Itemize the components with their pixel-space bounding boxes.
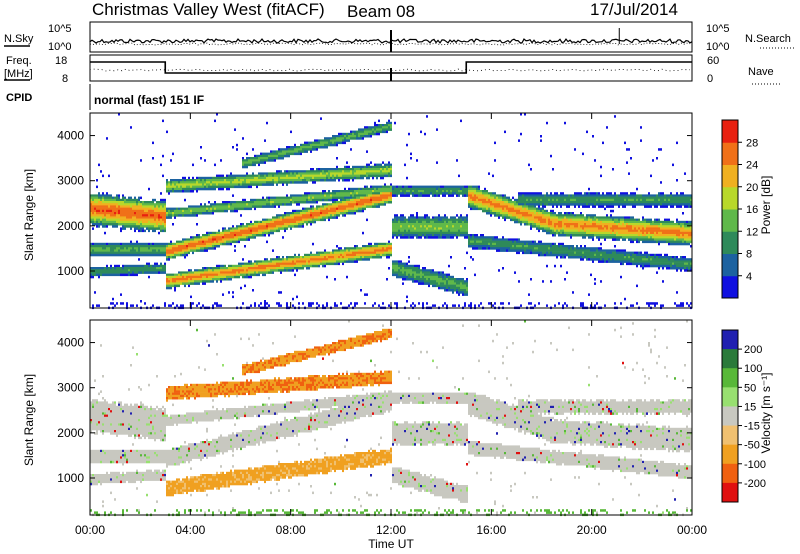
velocity-y-ticks: 1000 2000 3000 4000 bbox=[57, 336, 692, 485]
velocity-ylabel: Slant Range [km] bbox=[22, 374, 36, 466]
colorbar-tick-label: -15 bbox=[744, 421, 760, 433]
colorbar-segment bbox=[722, 231, 738, 254]
noise-sky-trace bbox=[89, 28, 693, 52]
colorbar-segment bbox=[722, 164, 738, 188]
colorbar-tick-label: 16 bbox=[746, 204, 758, 216]
colorbar-tick-label: 28 bbox=[746, 137, 758, 149]
y-tick-label: 4000 bbox=[57, 129, 84, 143]
colorbar-segment bbox=[722, 209, 738, 232]
cpid-mode: normal (fast) 151 IF bbox=[94, 93, 204, 107]
y-tick-label: 2000 bbox=[57, 219, 84, 233]
power-y-ticks: 1000 2000 3000 4000 bbox=[57, 129, 692, 278]
freq-label-1: Freq. bbox=[6, 55, 32, 67]
colorbar-tick-label: 24 bbox=[746, 160, 758, 172]
colorbar-tick-label: 15 bbox=[744, 401, 756, 413]
nave-tick-top: 60 bbox=[707, 55, 719, 67]
time-xlabel: Time UT bbox=[368, 537, 414, 551]
time-x-ticks: 00:00 04:00 08:00 12:00 16:00 20:00 00:00 bbox=[75, 113, 707, 537]
y-tick-label: 3000 bbox=[57, 174, 84, 188]
power-heatmap bbox=[90, 113, 692, 310]
freq-tick-bottom: 8 bbox=[62, 73, 68, 85]
y-tick-label: 3000 bbox=[57, 381, 84, 395]
freq-tick-top: 18 bbox=[55, 55, 67, 67]
colorbar-tick-label: 200 bbox=[744, 344, 762, 356]
colorbar-tick-label: -50 bbox=[744, 440, 760, 452]
noise-left-label: N.Sky bbox=[4, 33, 34, 45]
velocity-colorbar: 200 100 50 15 -15 -50 -100 -200 bbox=[721, 329, 766, 503]
colorbar-segment bbox=[722, 463, 738, 484]
colorbar-segment bbox=[722, 120, 738, 143]
cpid-label: CPID bbox=[6, 92, 32, 104]
nave-tick-bottom: 0 bbox=[707, 73, 713, 85]
y-tick-label: 1000 bbox=[57, 264, 84, 278]
colorbar-segment bbox=[722, 142, 738, 165]
power-colorbar-label: Power [dB] bbox=[759, 176, 773, 235]
colorbar-segment bbox=[722, 330, 738, 350]
colorbar-segment bbox=[722, 186, 738, 210]
colorbar-tick-label: -100 bbox=[744, 459, 766, 471]
y-tick-label: 4000 bbox=[57, 336, 84, 350]
colorbar-segment bbox=[722, 253, 738, 277]
noise-left-tick-bottom: 10^0 bbox=[48, 41, 72, 53]
colorbar-tick-label: -200 bbox=[744, 478, 766, 490]
x-tick-label: 00:00 bbox=[75, 523, 105, 537]
x-tick-label: 12:00 bbox=[376, 523, 406, 537]
power-ylabel: Slant Range [km] bbox=[22, 169, 36, 261]
beam-title: Beam 08 bbox=[347, 2, 415, 21]
colorbar-segment bbox=[722, 482, 738, 503]
colorbar-tick-label: 50 bbox=[744, 382, 756, 394]
power-colorbar: 28 24 20 16 12 8 4 bbox=[721, 119, 758, 299]
noise-left-tick-top: 10^5 bbox=[48, 23, 72, 35]
station-title: Christmas Valley West (fitACF) bbox=[92, 0, 325, 19]
noise-right-tick-top: 10^5 bbox=[706, 23, 730, 35]
x-tick-label: 16:00 bbox=[476, 523, 506, 537]
colorbar-tick-label: 100 bbox=[744, 363, 762, 375]
colorbar-segment bbox=[722, 368, 738, 388]
x-tick-label: 08:00 bbox=[276, 523, 306, 537]
x-tick-label: 20:00 bbox=[577, 523, 607, 537]
nave-line bbox=[89, 68, 691, 72]
velocity-colorbar-label: Velocity [m s⁻¹] bbox=[759, 372, 773, 453]
colorbar-segment bbox=[722, 444, 738, 465]
noise-right-label: N.Search bbox=[745, 33, 791, 45]
noise-right-tick-bottom: 10^0 bbox=[706, 41, 730, 53]
colorbar-frame bbox=[721, 329, 739, 503]
y-tick-label: 2000 bbox=[57, 426, 84, 440]
colorbar-segment bbox=[722, 425, 738, 446]
colorbar-segment bbox=[722, 275, 738, 299]
freq-label-2: [MHz] bbox=[4, 68, 33, 80]
x-tick-label: 04:00 bbox=[175, 523, 205, 537]
colorbar-segment bbox=[722, 387, 738, 407]
colorbar-tick-label: 8 bbox=[746, 249, 752, 261]
noise-search-line bbox=[89, 42, 691, 46]
colorbar-segment bbox=[722, 349, 738, 369]
freq-trace bbox=[89, 61, 692, 81]
colorbar-tick-label: 12 bbox=[746, 226, 758, 238]
y-tick-label: 1000 bbox=[57, 471, 84, 485]
colorbar-segment bbox=[722, 406, 738, 427]
date-title: 17/Jul/2014 bbox=[590, 0, 678, 19]
colorbar-tick-label: 4 bbox=[746, 271, 752, 283]
x-tick-label: 00:00 bbox=[677, 523, 707, 537]
colorbar-tick-label: 20 bbox=[746, 182, 758, 194]
nave-label: Nave bbox=[748, 66, 774, 78]
freq-line bbox=[90, 61, 692, 74]
